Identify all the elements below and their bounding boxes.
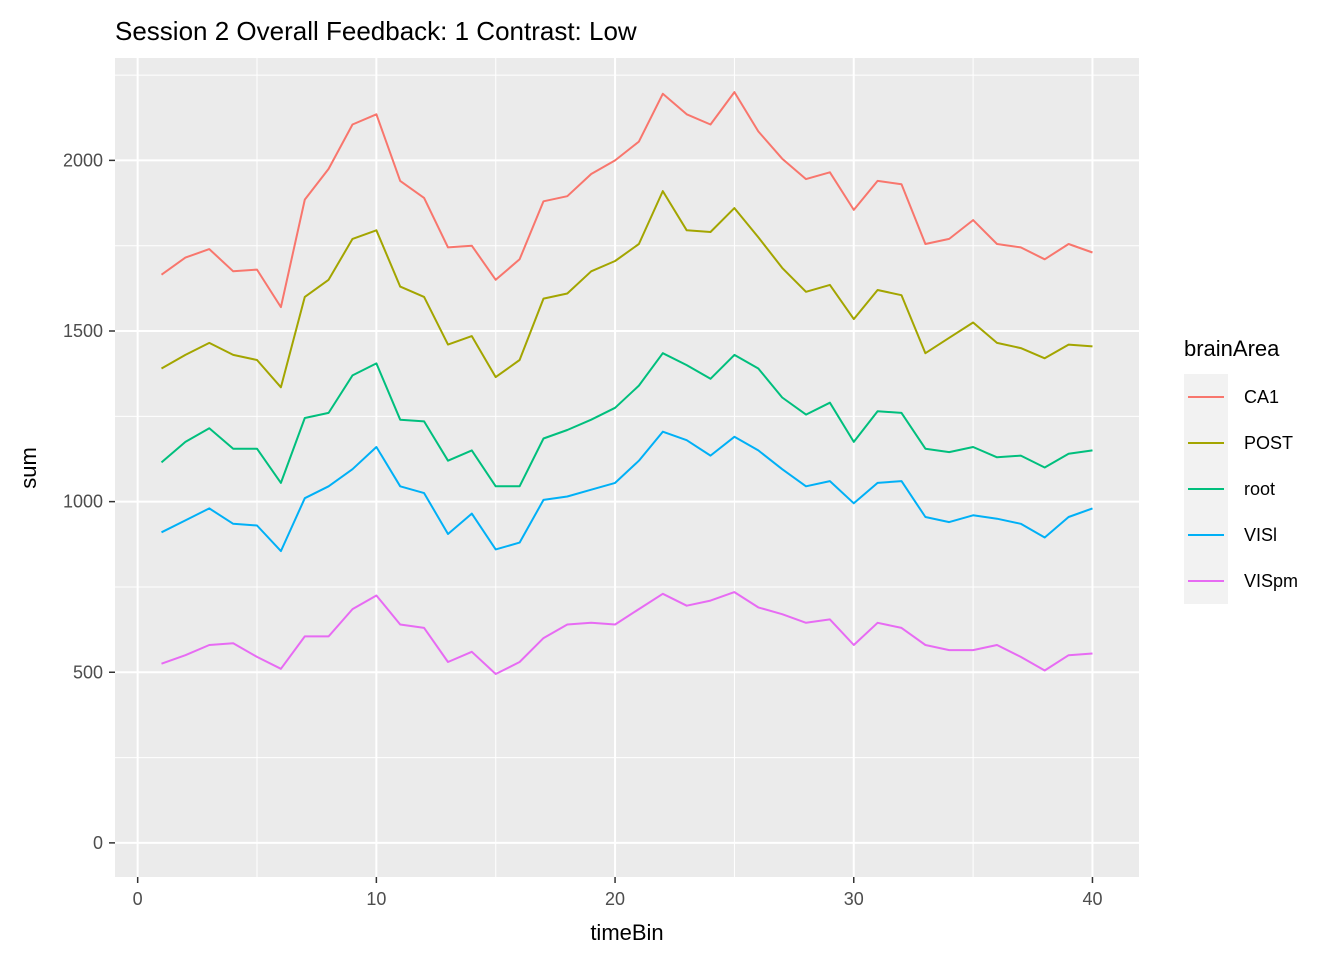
series-line-ca1 <box>160 91 1093 309</box>
legend-label-visl: VISl <box>1244 525 1277 545</box>
series-line-vispm <box>161 591 1093 675</box>
y-tick-label: 0 <box>93 833 103 853</box>
y-axis: 0 500 1000 1500 2000 <box>63 150 115 853</box>
x-tick-label: 30 <box>844 889 864 909</box>
legend-label-post: POST <box>1244 433 1293 453</box>
legend: brainArea CA1 POST root VISl VISpm <box>1184 336 1298 604</box>
legend-label-vispm: VISpm <box>1244 571 1298 591</box>
x-tick-label: 40 <box>1082 889 1102 909</box>
y-axis-title: sum <box>16 447 41 489</box>
series-line-visl <box>161 430 1093 553</box>
x-tick-label: 10 <box>366 889 386 909</box>
x-tick-label: 20 <box>605 889 625 909</box>
legend-label-ca1: CA1 <box>1244 387 1279 407</box>
legend-label-root: root <box>1244 479 1275 499</box>
series-line-root <box>160 352 1093 488</box>
y-tick-label: 500 <box>73 662 103 682</box>
minor-gridlines <box>115 58 1139 877</box>
y-tick-label: 1500 <box>63 321 103 341</box>
series-lines <box>160 91 1093 675</box>
x-axis-title: timeBin <box>590 920 663 945</box>
legend-title: brainArea <box>1184 336 1280 361</box>
x-tick-label: 0 <box>133 889 143 909</box>
y-tick-label: 2000 <box>63 150 103 170</box>
chart-title: Session 2 Overall Feedback: 1 Contrast: … <box>115 16 637 46</box>
y-tick-label: 1000 <box>63 492 103 512</box>
series-line-post <box>161 190 1093 389</box>
x-axis: 0 10 20 30 40 <box>133 877 1102 909</box>
major-gridlines <box>115 58 1139 877</box>
plot-panel <box>115 58 1139 877</box>
